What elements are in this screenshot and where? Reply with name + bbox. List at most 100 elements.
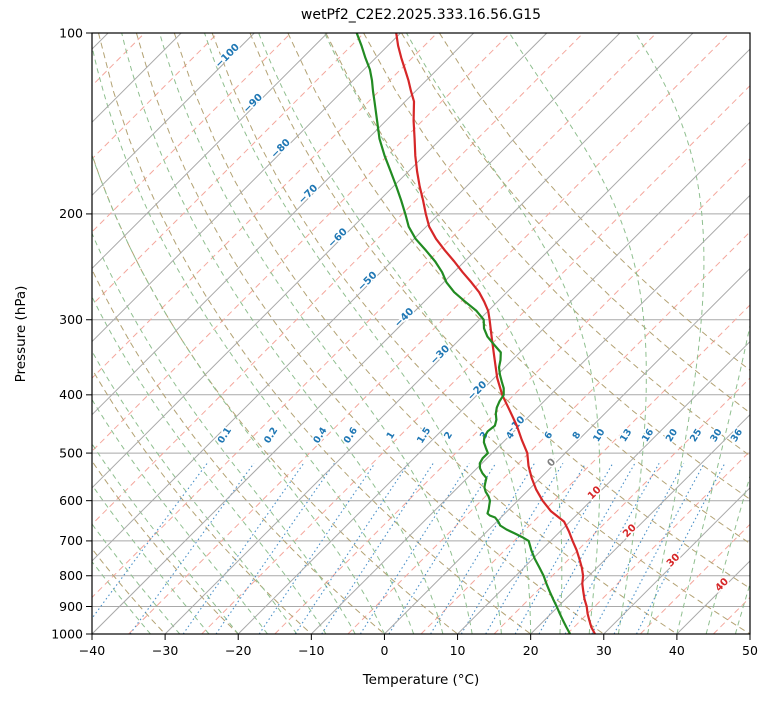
moist-adiabat-line: [92, 442, 239, 634]
mixing-ratio-label: 10: [591, 427, 608, 444]
mixing-ratio-line: [514, 463, 614, 634]
mixing-ratio-label: 0.1: [216, 426, 234, 446]
mixing-ratio-line: [215, 462, 335, 634]
mixing-ratio-line: [538, 463, 636, 634]
isotherm-line: [676, 560, 750, 634]
dry-adiabat-line: [211, 33, 750, 634]
moist-adiabat-line: [92, 153, 385, 634]
isotherm-line: [92, 33, 548, 489]
moist-adiabat-line: [508, 33, 647, 634]
mixing-ratio-line: [294, 462, 409, 634]
dry-adiabat-line: [438, 33, 750, 371]
moist-adiabat-line: [734, 582, 750, 634]
isotherm-line: [92, 33, 255, 197]
minor-isotherm-line: [420, 304, 750, 634]
isotherm-label: 30: [665, 552, 683, 570]
moist-adiabat-line: [92, 44, 415, 634]
dry-adiabat-line: [135, 33, 605, 634]
moist-adiabat-line: [159, 33, 473, 634]
dry-adiabat-line: [325, 33, 750, 500]
isotherm-line: [92, 33, 694, 634]
minor-isotherm-line: [92, 33, 511, 452]
minor-isotherm-line: [92, 33, 438, 379]
mixing-ratio-label: 6: [542, 430, 555, 442]
isotherm-line: [384, 267, 750, 634]
dry-adiabat-line: [92, 368, 312, 634]
x-tick-label: 20: [523, 643, 539, 658]
mixing-ratio-label: 0.4: [311, 425, 329, 445]
mixing-ratio-line: [636, 463, 726, 634]
x-axis-label: Temperature (°C): [362, 672, 480, 688]
x-tick-label: 0: [380, 643, 388, 658]
x-tick-label: −30: [152, 643, 178, 658]
isotherm-label: −100: [213, 42, 241, 70]
mixing-ratio-label: 30: [708, 427, 725, 444]
y-tick-label: 200: [59, 206, 83, 221]
moist-adiabat-line: [204, 33, 502, 634]
y-tick-label: 1000: [51, 626, 83, 641]
mixing-ratio-label: 16: [640, 427, 657, 444]
mixing-ratio-label: 8: [571, 430, 584, 442]
mixing-ratio-label: 1.5: [415, 426, 433, 446]
isotherm-line: [92, 33, 328, 270]
y-tick-label: 400: [59, 387, 83, 402]
minor-isotherm-line: [639, 523, 750, 634]
minor-isotherm-line: [274, 158, 750, 634]
moist-adiabat-line: [92, 232, 356, 634]
dry-adiabat-line: [287, 33, 750, 545]
x-tick-label: −40: [79, 643, 105, 658]
dry-adiabat-line: [92, 153, 458, 634]
dry-adiabat-line: [92, 268, 385, 634]
x-tick-label: 50: [742, 643, 758, 658]
mixing-ratio-label: 2: [442, 430, 455, 441]
mixing-ratio-line: [182, 462, 305, 634]
chart-title: wetPf2_C2E2.2025.333.16.56.G15: [300, 7, 542, 23]
isotherm-line: [457, 340, 750, 634]
y-tick-label: 600: [59, 493, 83, 508]
moist-adiabat-line: [92, 523, 181, 634]
minor-isotherm-line: [201, 84, 750, 634]
mixing-ratio-line: [129, 462, 255, 634]
x-tick-label: 10: [450, 643, 466, 658]
isotherm-label: −30: [429, 343, 453, 367]
minor-isotherm-line: [92, 33, 584, 526]
x-tick-label: 40: [669, 643, 685, 658]
isotherm-label: −40: [393, 306, 417, 330]
mixing-ratio-label: 25: [688, 427, 704, 444]
y-tick-label: 700: [59, 533, 83, 548]
y-tick-label: 100: [59, 25, 83, 40]
x-tick-label: −20: [225, 643, 251, 658]
moist-adiabat-line: [705, 474, 750, 634]
y-tick-label: 300: [59, 312, 83, 327]
dry-adiabat-line: [173, 33, 678, 634]
isotherm-line: [749, 633, 750, 634]
isotherm-line: [237, 121, 750, 634]
mixing-ratio-line: [359, 462, 470, 634]
mixing-ratio-line: [258, 462, 376, 634]
isotherm-label: 10: [586, 484, 604, 502]
plot-border: [91, 32, 751, 635]
moist-adiabat-line: [765, 33, 775, 634]
mixing-ratio-label: 0.6: [342, 425, 360, 445]
moist-adiabat-line: [92, 350, 298, 634]
mixing-ratio-line: [321, 462, 434, 634]
mixing-ratio-line: [485, 463, 587, 634]
dry-adiabat-line: [92, 547, 166, 634]
moist-adiabat-line: [121, 33, 444, 634]
minor-isotherm-line: [128, 33, 730, 634]
mixing-ratio-line: [591, 463, 685, 634]
moist-adiabat-line: [258, 33, 532, 634]
dry-adiabat-line: [401, 33, 750, 414]
isotherm-line: [603, 487, 750, 634]
minor-isotherm-line: [92, 33, 292, 233]
isotherm-line: [92, 33, 621, 562]
isotherm-line: [92, 33, 475, 416]
isotherm-label: −50: [356, 270, 380, 294]
isotherm-line: [92, 33, 401, 343]
mixing-ratio-label: 0.2: [262, 426, 280, 446]
minor-isotherm-line: [347, 231, 750, 634]
mixing-ratio-label: 13: [618, 427, 634, 444]
mixing-ratio-line: [388, 463, 497, 634]
isotherm-label: 20: [621, 522, 639, 540]
